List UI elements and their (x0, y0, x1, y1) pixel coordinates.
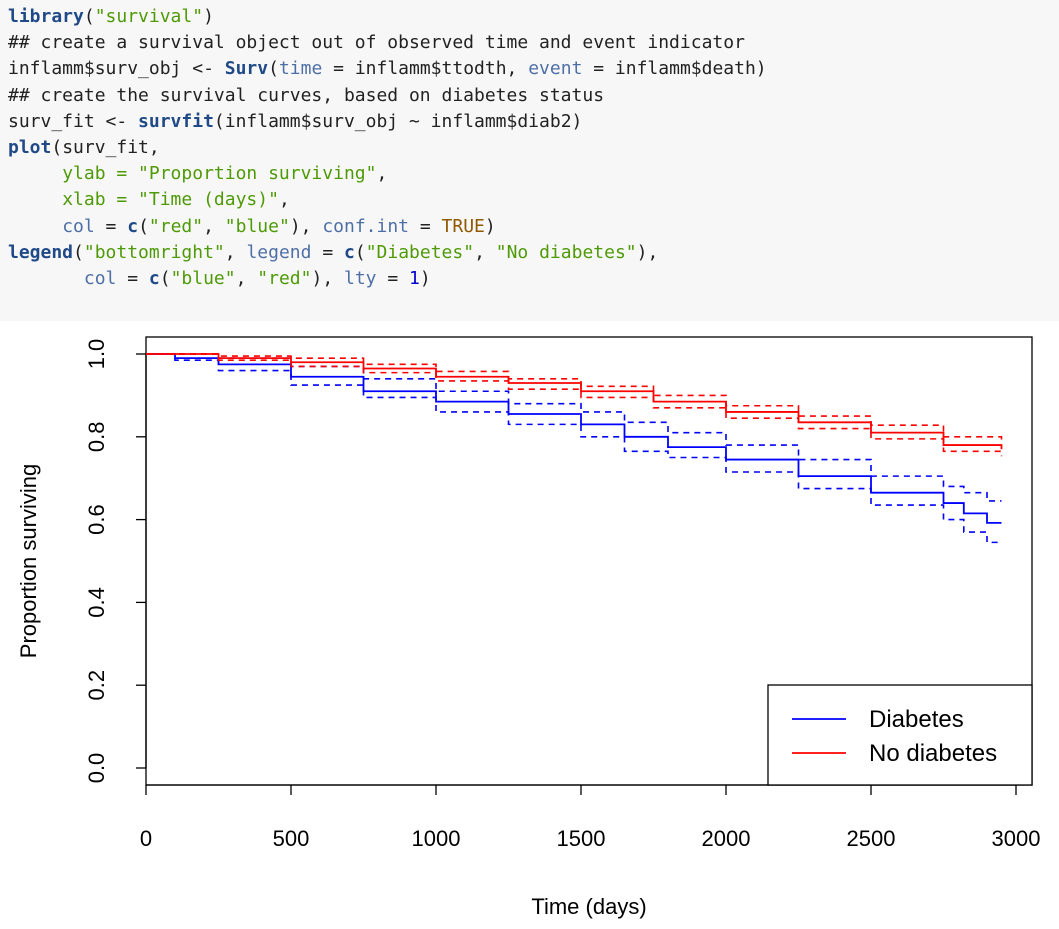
y-tick-label: 0.4 (84, 587, 109, 618)
y-tick-label: 0.6 (84, 504, 109, 535)
code-token: col (83, 267, 117, 289)
code-token: survfit (138, 110, 214, 132)
x-tick-label: 2500 (847, 826, 896, 851)
code-token: ## create a survival object out of obser… (8, 32, 745, 54)
code-token: = (409, 215, 442, 237)
code-token (8, 216, 62, 237)
x-axis-label: Time (days) (531, 894, 646, 919)
code-token: "blue" (170, 267, 236, 289)
code-token: conf.int (322, 215, 410, 237)
code-token: surv_fit <- (8, 110, 139, 132)
code-token (8, 189, 62, 210)
code-token: time (278, 58, 323, 80)
code-token: = (376, 267, 410, 289)
y-tick-label: 0.8 (84, 422, 109, 453)
code-line: plot(surv_fit, (8, 135, 1059, 161)
code-line: col = c("blue", "red"), lty = 1) (8, 266, 1059, 292)
x-tick-label: 1500 (557, 826, 606, 851)
code-token: ( (354, 241, 366, 263)
code-token: "Diabetes" (365, 241, 475, 263)
y-tick-label: 0.2 (84, 670, 109, 701)
code-token (8, 163, 62, 184)
code-token: "bottomright" (83, 241, 225, 263)
code-token: Surv (224, 58, 269, 80)
code-token: c (127, 215, 139, 237)
no-diabetes-survival-line (146, 353, 1003, 450)
x-tick-label: 2000 (702, 826, 751, 851)
code-token: lty (344, 267, 377, 289)
code-token: (surv_fit, (51, 136, 160, 158)
code-token: ( (138, 215, 149, 237)
diabetes-upper-ci-line (146, 353, 1002, 502)
code-token: ( (159, 267, 171, 289)
x-tick-label: 0 (140, 826, 152, 851)
legend-label: No diabetes (869, 740, 997, 767)
code-token: c (344, 241, 355, 263)
code-token: ) (419, 267, 431, 289)
code-line: ## create the survival curves, based on … (8, 83, 1059, 109)
code-token (8, 268, 84, 289)
code-token: ) (484, 215, 496, 237)
code-token: c (148, 267, 160, 289)
code-token: event (528, 58, 583, 80)
code-token: legend (246, 241, 312, 263)
code-token: xlab = "Time (days)" (62, 189, 279, 211)
code-token: 1 (409, 267, 420, 289)
legend-box (767, 684, 1033, 786)
code-token: ), (289, 215, 323, 237)
survival-plot: 0 500 1000 1500 2000 2500 3000 0.0 0.2 0.4 0.6 0.8 1… (16, 336, 1041, 919)
code-token: "red" (148, 215, 204, 237)
code-token: , (235, 267, 258, 289)
code-token: col (62, 215, 95, 237)
y-tick-label: 1.0 (84, 339, 109, 370)
code-token: = inflamm$death) (582, 58, 767, 80)
code-line: library("survival") (8, 4, 1059, 30)
code-token: inflamm$surv_obj <- (8, 58, 225, 80)
code-token: ## create the survival curves, based on … (8, 84, 605, 106)
code-line: inflamm$surv_obj <- Surv(time = inflamm$… (8, 56, 1059, 82)
code-token: ( (73, 241, 84, 263)
diabetes-lower-ci-line (146, 353, 1002, 544)
code-token: = (94, 215, 128, 237)
code-token: , (376, 163, 388, 185)
code-token: ), (636, 241, 659, 263)
code-token: library (8, 6, 84, 27)
code-token: , (224, 241, 247, 263)
code-line: xlab = "Time (days)", (8, 187, 1059, 213)
code-token: (inflamm$surv_obj ~ inflamm$diab2) (213, 110, 583, 132)
code-line: col = c("red", "blue"), conf.int = TRUE) (8, 214, 1059, 240)
code-token: ) (203, 6, 214, 27)
code-token: , (278, 189, 290, 211)
legend-label: Diabetes (869, 706, 964, 733)
code-line: ## create a survival object out of obser… (8, 30, 1059, 56)
code-token: TRUE (441, 215, 485, 237)
y-axis-label: Proportion surviving (16, 464, 41, 658)
no-diabetes-upper-ci-line (146, 353, 1003, 443)
code-token: , (474, 241, 496, 263)
y-tick-label: 0.0 (84, 753, 109, 784)
code-token: "No diabetes" (495, 241, 637, 263)
code-line: surv_fit <- survfit(inflamm$surv_obj ~ i… (8, 109, 1059, 135)
code-token: "survival" (94, 6, 204, 27)
code-line: legend("bottomright", legend = c("Diabet… (8, 240, 1059, 266)
code-token: ), (311, 267, 344, 289)
r-code-block: library("survival") ## create a survival … (0, 0, 1059, 321)
code-token: ylab = "Proportion surviving" (62, 163, 377, 185)
code-token: "blue" (224, 215, 290, 237)
code-token: = (116, 267, 149, 289)
x-tick-label: 3000 (992, 826, 1041, 851)
code-token: ( (83, 6, 95, 27)
code-token: ( (268, 58, 279, 80)
code-token: = (311, 241, 344, 263)
code-token: , (203, 215, 225, 237)
x-tick-label: 1000 (412, 826, 461, 851)
x-tick-label: 500 (273, 826, 310, 851)
code-token: legend (8, 241, 74, 263)
code-line: ylab = "Proportion surviving", (8, 161, 1059, 187)
code-token: = inflamm$ttodth, (322, 58, 529, 80)
code-token: plot (8, 136, 52, 158)
code-token: "red" (257, 267, 312, 289)
no-diabetes-lower-ci-line (146, 353, 1003, 457)
